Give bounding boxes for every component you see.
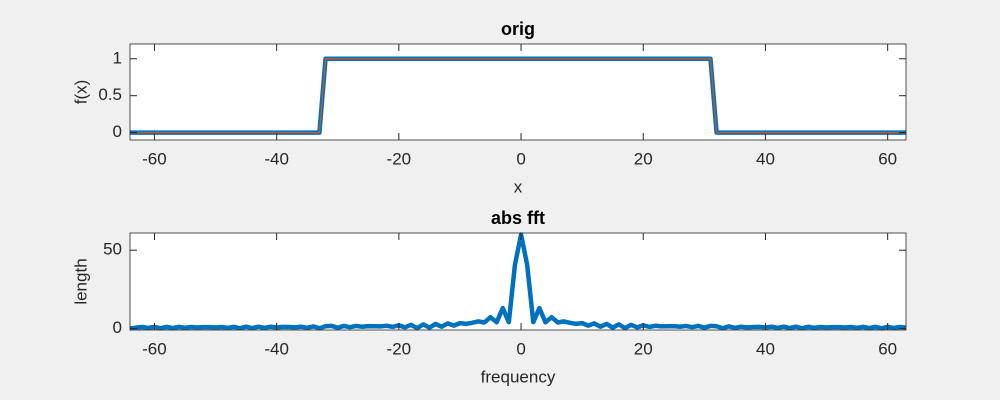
x-tick-label: -40 [264,339,289,358]
y-tick-label: 0 [113,318,122,337]
x-tick-label: -40 [264,149,289,168]
x-tick-label: -20 [387,339,412,358]
y-axis-label: length [71,258,90,304]
y-tick-label: 0 [113,122,122,141]
chart-title: abs fft [491,208,545,228]
y-tick-label: 1 [113,48,122,67]
x-tick-label: 20 [634,339,653,358]
x-tick-label: -20 [387,149,412,168]
y-tick-label: 0.5 [98,85,122,104]
x-tick-label: 60 [878,339,897,358]
axes-box [129,232,907,331]
y-tick-label: 50 [103,240,122,259]
x-tick-label: 60 [878,149,897,168]
x-axis-label: x [514,177,523,196]
x-axis-label: frequency [481,367,556,386]
data-line [129,232,907,331]
x-tick-label: -60 [142,339,167,358]
x-tick-label: -60 [142,149,167,168]
x-tick-label: 0 [516,339,525,358]
y-axis-label: f(x) [71,80,90,105]
x-tick-label: 40 [756,339,775,358]
x-tick-label: 40 [756,149,775,168]
axes-box [129,43,907,141]
x-tick-label: 0 [516,149,525,168]
x-tick-label: 20 [634,149,653,168]
data-line [130,58,906,134]
chart-title: orig [501,19,535,39]
